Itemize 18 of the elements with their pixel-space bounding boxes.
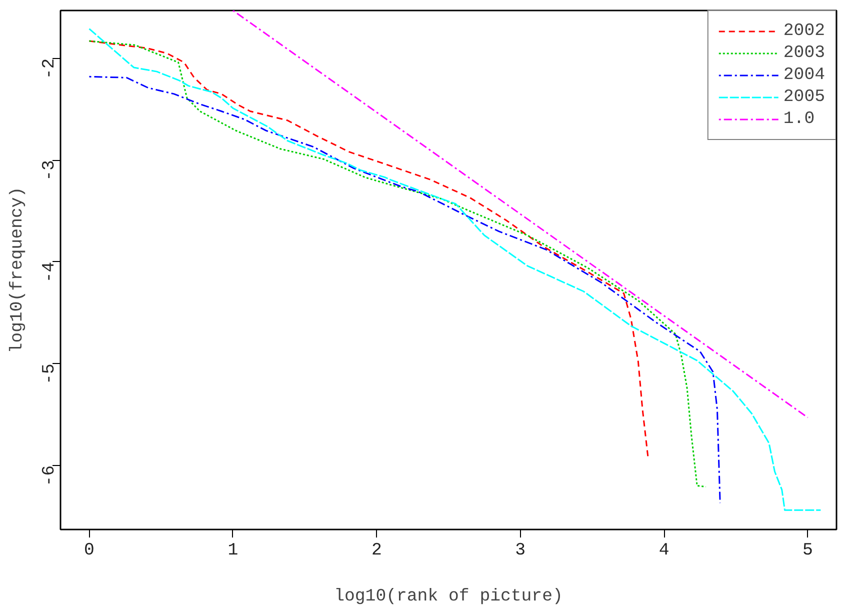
- x-tick-label: 4: [658, 542, 670, 560]
- legend-label: 1.0: [783, 110, 815, 128]
- x-tick-label: 3: [515, 542, 526, 560]
- x-tick-label: 0: [84, 542, 94, 560]
- x-axis-title: log10(rank of picture): [334, 588, 563, 606]
- y-tick-label: -4: [40, 262, 60, 283]
- y-tick-label: -6: [40, 465, 60, 486]
- y-tick-label: -2: [40, 58, 60, 80]
- x-tick-label: 2: [371, 542, 382, 560]
- x-tick-label: 5: [802, 542, 813, 560]
- x-tick-label: 1: [228, 542, 238, 560]
- legend-label: 2005: [783, 88, 825, 106]
- legend-label: 2002: [783, 22, 825, 40]
- legend-label: 2003: [783, 44, 825, 62]
- y-tick-label: -3: [40, 160, 60, 181]
- legend-label: 2004: [783, 66, 825, 84]
- y-tick-label: -5: [40, 364, 60, 384]
- y-axis-title: log10(frequency): [8, 186, 28, 354]
